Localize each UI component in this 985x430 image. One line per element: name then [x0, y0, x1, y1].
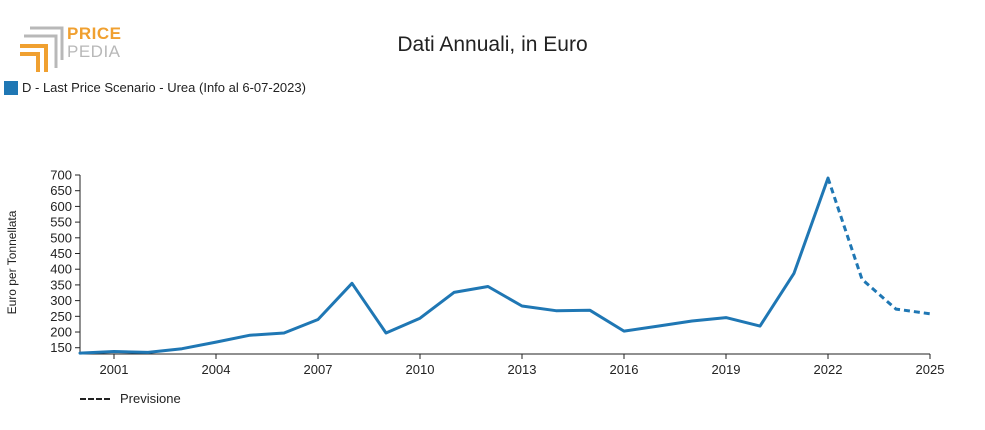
y-tick-label: 700 [50, 168, 72, 183]
chart-title: Dati Annuali, in Euro [397, 33, 588, 56]
logo-text-pedia: PEDIA [67, 42, 121, 61]
x-tick-label: 2025 [916, 362, 945, 377]
forecast-series-line [826, 177, 931, 316]
logo-text-price: PRICE [67, 24, 122, 43]
x-tick-label: 2004 [202, 362, 231, 377]
pricepedia-logo-mark [20, 26, 64, 72]
x-tick-label: 2013 [508, 362, 537, 377]
x-tick-label: 2016 [610, 362, 639, 377]
y-tick-label: 250 [50, 309, 72, 324]
forecast-legend: Previsione [80, 391, 181, 406]
series-line [78, 176, 830, 355]
x-tick-label: 2019 [712, 362, 741, 377]
forecast-legend-label: Previsione [120, 391, 181, 406]
x-tick-label: 2001 [100, 362, 129, 377]
y-axis-label: Euro per Tonnellata [5, 210, 19, 314]
y-tick-label: 200 [50, 325, 72, 340]
x-tick-label: 2022 [814, 362, 843, 377]
y-tick-label: 500 [50, 230, 72, 245]
legend-swatch [4, 80, 18, 95]
forecast-legend-line [80, 397, 110, 400]
y-tick-label: 150 [50, 340, 72, 355]
y-tick-label: 350 [50, 277, 72, 292]
x-tick-label: 2007 [304, 362, 333, 377]
y-tick-label: 550 [50, 215, 72, 230]
x-tick-label: 2010 [406, 362, 435, 377]
y-tick-label: 600 [50, 199, 72, 214]
y-tick-label: 650 [50, 183, 72, 198]
y-tick-label: 450 [50, 246, 72, 261]
legend-label: D - Last Price Scenario - Urea (Info al … [22, 80, 306, 95]
pricepedia-logo: PRICE PEDIA [18, 24, 128, 74]
y-tick-label: 400 [50, 262, 72, 277]
y-tick-label: 300 [50, 293, 72, 308]
chart-legend[interactable]: D - Last Price Scenario - Urea (Info al … [4, 80, 306, 95]
